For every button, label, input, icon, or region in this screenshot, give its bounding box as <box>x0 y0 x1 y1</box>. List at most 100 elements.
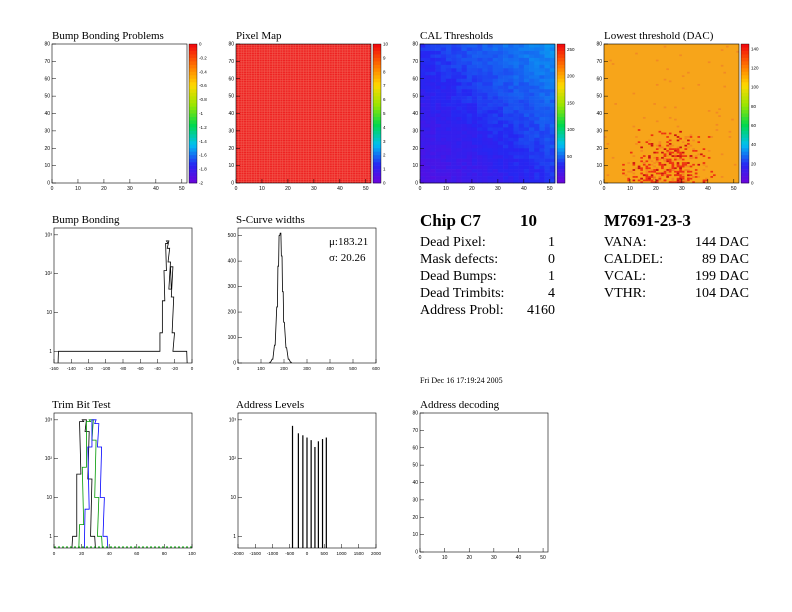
heatmap-cell <box>456 169 462 173</box>
heatmap-cell <box>445 137 452 142</box>
heatmap-cell <box>518 158 525 163</box>
heatmap-cell <box>492 165 499 170</box>
palette-cell <box>557 116 565 121</box>
heatmap-cell <box>435 113 442 118</box>
palette-tick-label: -1.2 <box>199 125 207 130</box>
palette-cell <box>373 155 381 159</box>
y-tick-label: 0 <box>233 361 236 367</box>
palette-cell <box>741 123 749 128</box>
heatmap-cell <box>539 50 545 55</box>
heatmap-cell <box>420 68 426 73</box>
palette-cell <box>189 137 197 142</box>
palette-cell <box>373 50 381 55</box>
heatmap-cell <box>456 96 462 100</box>
heatmap-cell <box>529 99 535 104</box>
heatmap-cell <box>549 144 556 149</box>
heatmap-cell <box>425 89 431 93</box>
y-tick-label: 10² <box>229 456 237 462</box>
heatmap-cell <box>508 47 514 52</box>
heatmap-cell <box>430 130 436 135</box>
heatmap-cell <box>482 89 488 93</box>
heatmap-cell <box>518 61 525 66</box>
palette-cell <box>741 75 749 80</box>
heatmap-cell <box>477 82 483 86</box>
heatmap-cell <box>513 68 519 73</box>
palette-cell <box>189 148 197 153</box>
heatmap-cell <box>676 155 680 157</box>
heatmap-cell <box>503 110 509 114</box>
heatmap-cell <box>477 169 483 173</box>
heatmap-cell <box>445 82 452 86</box>
module-row-label: VTHR: <box>604 286 646 301</box>
heatmap-cell <box>466 68 473 73</box>
palette-cell <box>373 64 381 69</box>
heatmap-cell <box>430 50 436 55</box>
palette-cell <box>557 172 565 177</box>
heatmap-cell <box>549 50 556 55</box>
summary-row-value: 1 <box>548 269 555 284</box>
heatmap-cell <box>482 116 488 121</box>
heatmap-cell <box>687 169 690 171</box>
y-tick-label: 10 <box>46 310 52 316</box>
palette-cell <box>189 89 197 93</box>
heatmap-cell <box>466 137 473 142</box>
heatmap-cell <box>497 110 504 114</box>
heatmap-cell <box>420 75 426 80</box>
x-tick-label: 0 <box>306 551 309 556</box>
heatmap-cell <box>420 78 426 83</box>
heatmap-cell <box>523 99 530 104</box>
heatmap-cell <box>430 141 436 146</box>
heatmap-cell <box>655 148 659 150</box>
heatmap-cell <box>461 172 468 177</box>
heatmap-cell <box>440 144 447 149</box>
heatmap-cell <box>671 151 675 154</box>
heatmap-cell <box>508 144 514 149</box>
heatmap-cell <box>529 141 535 146</box>
heatmap-cell <box>451 110 457 114</box>
heatmap-cell <box>503 169 509 173</box>
heatmap-cell <box>456 134 462 139</box>
heatmap-cell <box>445 85 452 90</box>
heatmap-cell <box>477 165 483 170</box>
module-name: M7691-23-3 <box>604 211 691 230</box>
heatmap-cell <box>440 61 447 66</box>
heatmap-cell <box>671 165 675 168</box>
heatmap-cell <box>425 169 431 173</box>
heatmap-cell <box>648 176 651 178</box>
x-tick-label: 50 <box>363 186 369 192</box>
heatmap-cell <box>497 162 504 166</box>
palette-cell <box>557 71 565 76</box>
heatmap-cell <box>435 68 442 73</box>
heatmap-cell <box>687 176 690 178</box>
heatmap-cell <box>679 54 682 57</box>
heatmap-cell <box>425 99 431 104</box>
x-tick-label: 0 <box>191 366 194 371</box>
heatmap-cell <box>513 92 519 97</box>
heatmap-cell <box>645 160 649 163</box>
heatmap-cell <box>668 167 672 170</box>
palette-tick-label: 2 <box>383 153 386 158</box>
heatmap-cell <box>658 146 662 149</box>
heatmap-cell <box>684 137 688 140</box>
y-tick-label: 50 <box>228 94 234 100</box>
y-tick-label: 50 <box>44 94 50 100</box>
heatmap-cell <box>435 155 442 159</box>
heatmap-cell <box>435 158 442 163</box>
heatmap-cell <box>534 92 540 97</box>
heatmap-cell <box>702 163 706 166</box>
heatmap-cell <box>466 116 473 121</box>
heatmap-cell <box>497 120 504 125</box>
heatmap-cell <box>658 172 662 175</box>
heatmap-cell <box>451 141 457 146</box>
heatmap-cell <box>503 99 509 104</box>
heatmap-cell <box>466 179 473 184</box>
heatmap-cell <box>508 61 514 66</box>
heatmap-cell <box>461 144 468 149</box>
heatmap-cell <box>529 148 535 153</box>
heatmap-cell <box>674 155 677 157</box>
summary-row: Dead Trimbits: 4 <box>420 285 555 302</box>
heatmap-cell <box>539 165 545 170</box>
heatmap-cell <box>513 134 519 139</box>
heatmap-cell <box>456 148 462 153</box>
